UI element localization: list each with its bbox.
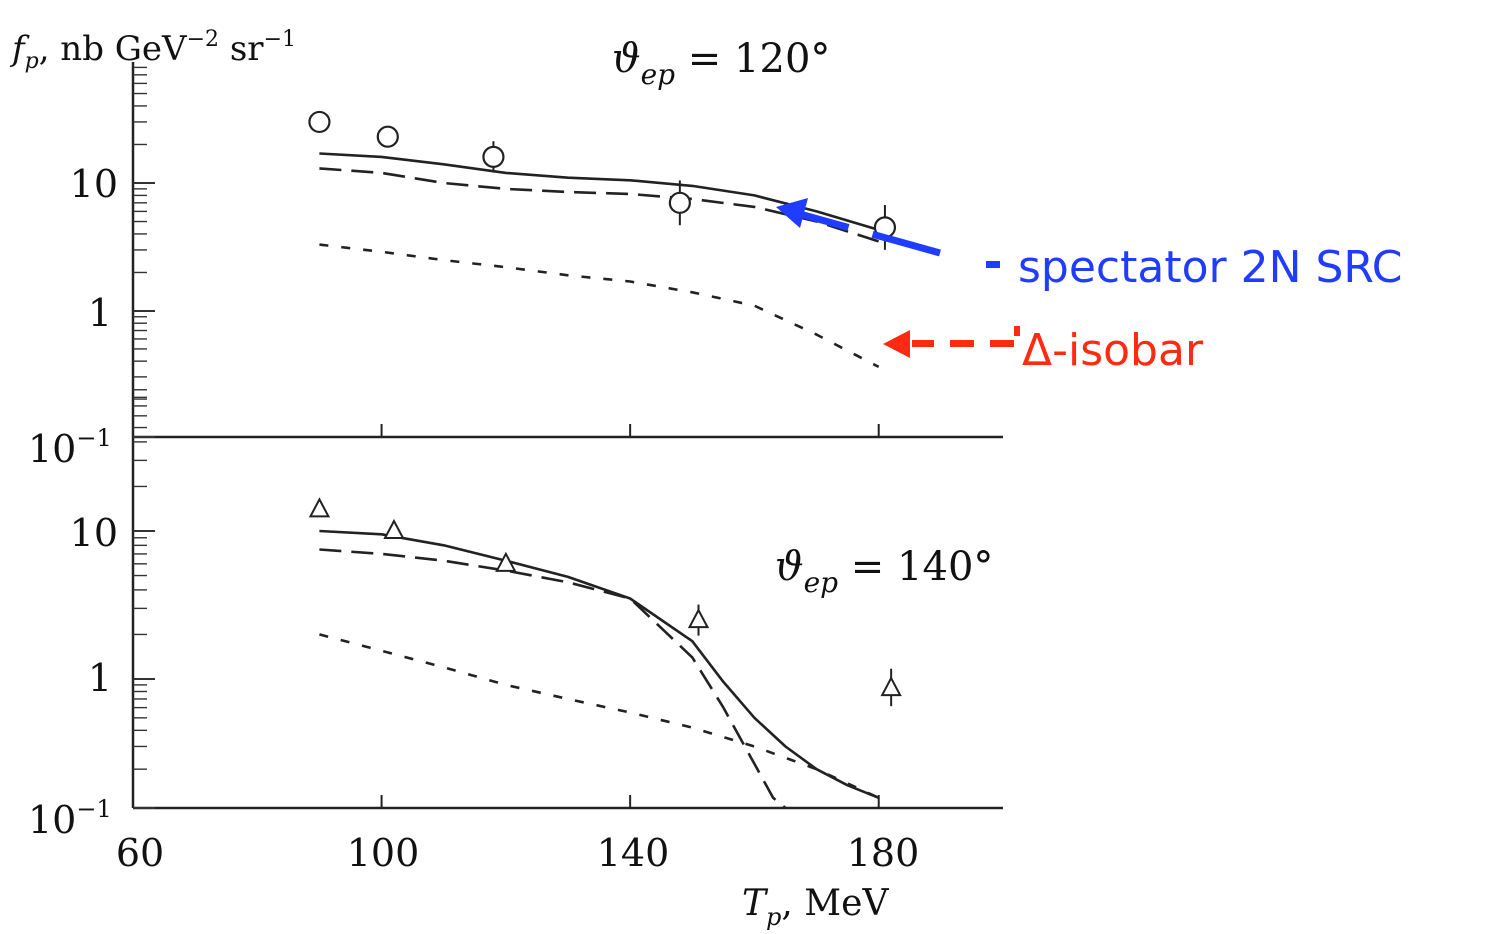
curves — [319, 152, 880, 810]
point-circle-top-2 — [482, 145, 505, 168]
annotation-angle-120: ϑep = 120° — [612, 36, 830, 91]
y-tick-label-top-10: 10 — [70, 162, 118, 206]
x-tick-label-100: 100 — [347, 831, 420, 875]
legend-spectator-src: spectator 2N SRC — [776, 198, 1403, 293]
point-circle-top-1 — [376, 125, 399, 148]
legend-delta-label: Δ-isobar — [1022, 325, 1204, 376]
x-tick-label-60: 60 — [116, 831, 164, 875]
point-circle-top-3 — [668, 191, 691, 214]
y-tick-label-mid-0.1: 10−1 — [28, 424, 112, 471]
y-axis-label: fp, nb GeV−2 sr−1 — [9, 27, 296, 74]
legend-delta-isobar: Δ-isobar — [883, 325, 1204, 376]
legend-src-label: spectator 2N SRC — [1018, 242, 1403, 293]
point-circle-top-0 — [308, 110, 331, 134]
axes-frame — [131, 62, 1003, 810]
point-triangle-bottom-3 — [687, 607, 710, 629]
legend-delta-dash-3 — [990, 340, 1014, 347]
legend-src-arrowhead — [776, 198, 808, 228]
legend-src-arrow-shaft — [799, 210, 941, 257]
y-tick-label-bottom-1: 1 — [88, 656, 112, 700]
legend-delta-dash-4 — [1014, 326, 1020, 336]
point-triangle-bottom-1 — [383, 518, 405, 539]
annotation-angle-140: ϑep = 140° — [775, 544, 993, 599]
y-tick-label-bottom-0.1: 10−1 — [28, 795, 112, 842]
legend-src-dash — [986, 261, 1000, 268]
point-triangle-bottom-0 — [308, 497, 331, 518]
legend-delta-dash-1 — [912, 340, 934, 347]
curve-bottom-solid — [319, 529, 880, 800]
x-tick-label-180: 180 — [847, 831, 920, 875]
legend-delta-arrowhead — [883, 330, 910, 358]
y-tick-label-top-1: 1 — [88, 291, 112, 335]
curve-bottom-dashed — [319, 548, 787, 810]
curve-top-solid — [319, 152, 880, 232]
y-tick-label-bottom-10: 10 — [70, 511, 118, 555]
x-axis-label: Tp, MeV — [742, 883, 889, 931]
curve-top-dotted — [319, 243, 880, 369]
point-triangle-bottom-4 — [880, 675, 902, 697]
data-points — [308, 110, 902, 707]
point-triangle-bottom-2 — [495, 551, 517, 572]
legend-delta-dash-2 — [950, 340, 974, 347]
curve-bottom-dotted — [319, 633, 880, 799]
x-tick-label-140: 140 — [597, 831, 670, 875]
